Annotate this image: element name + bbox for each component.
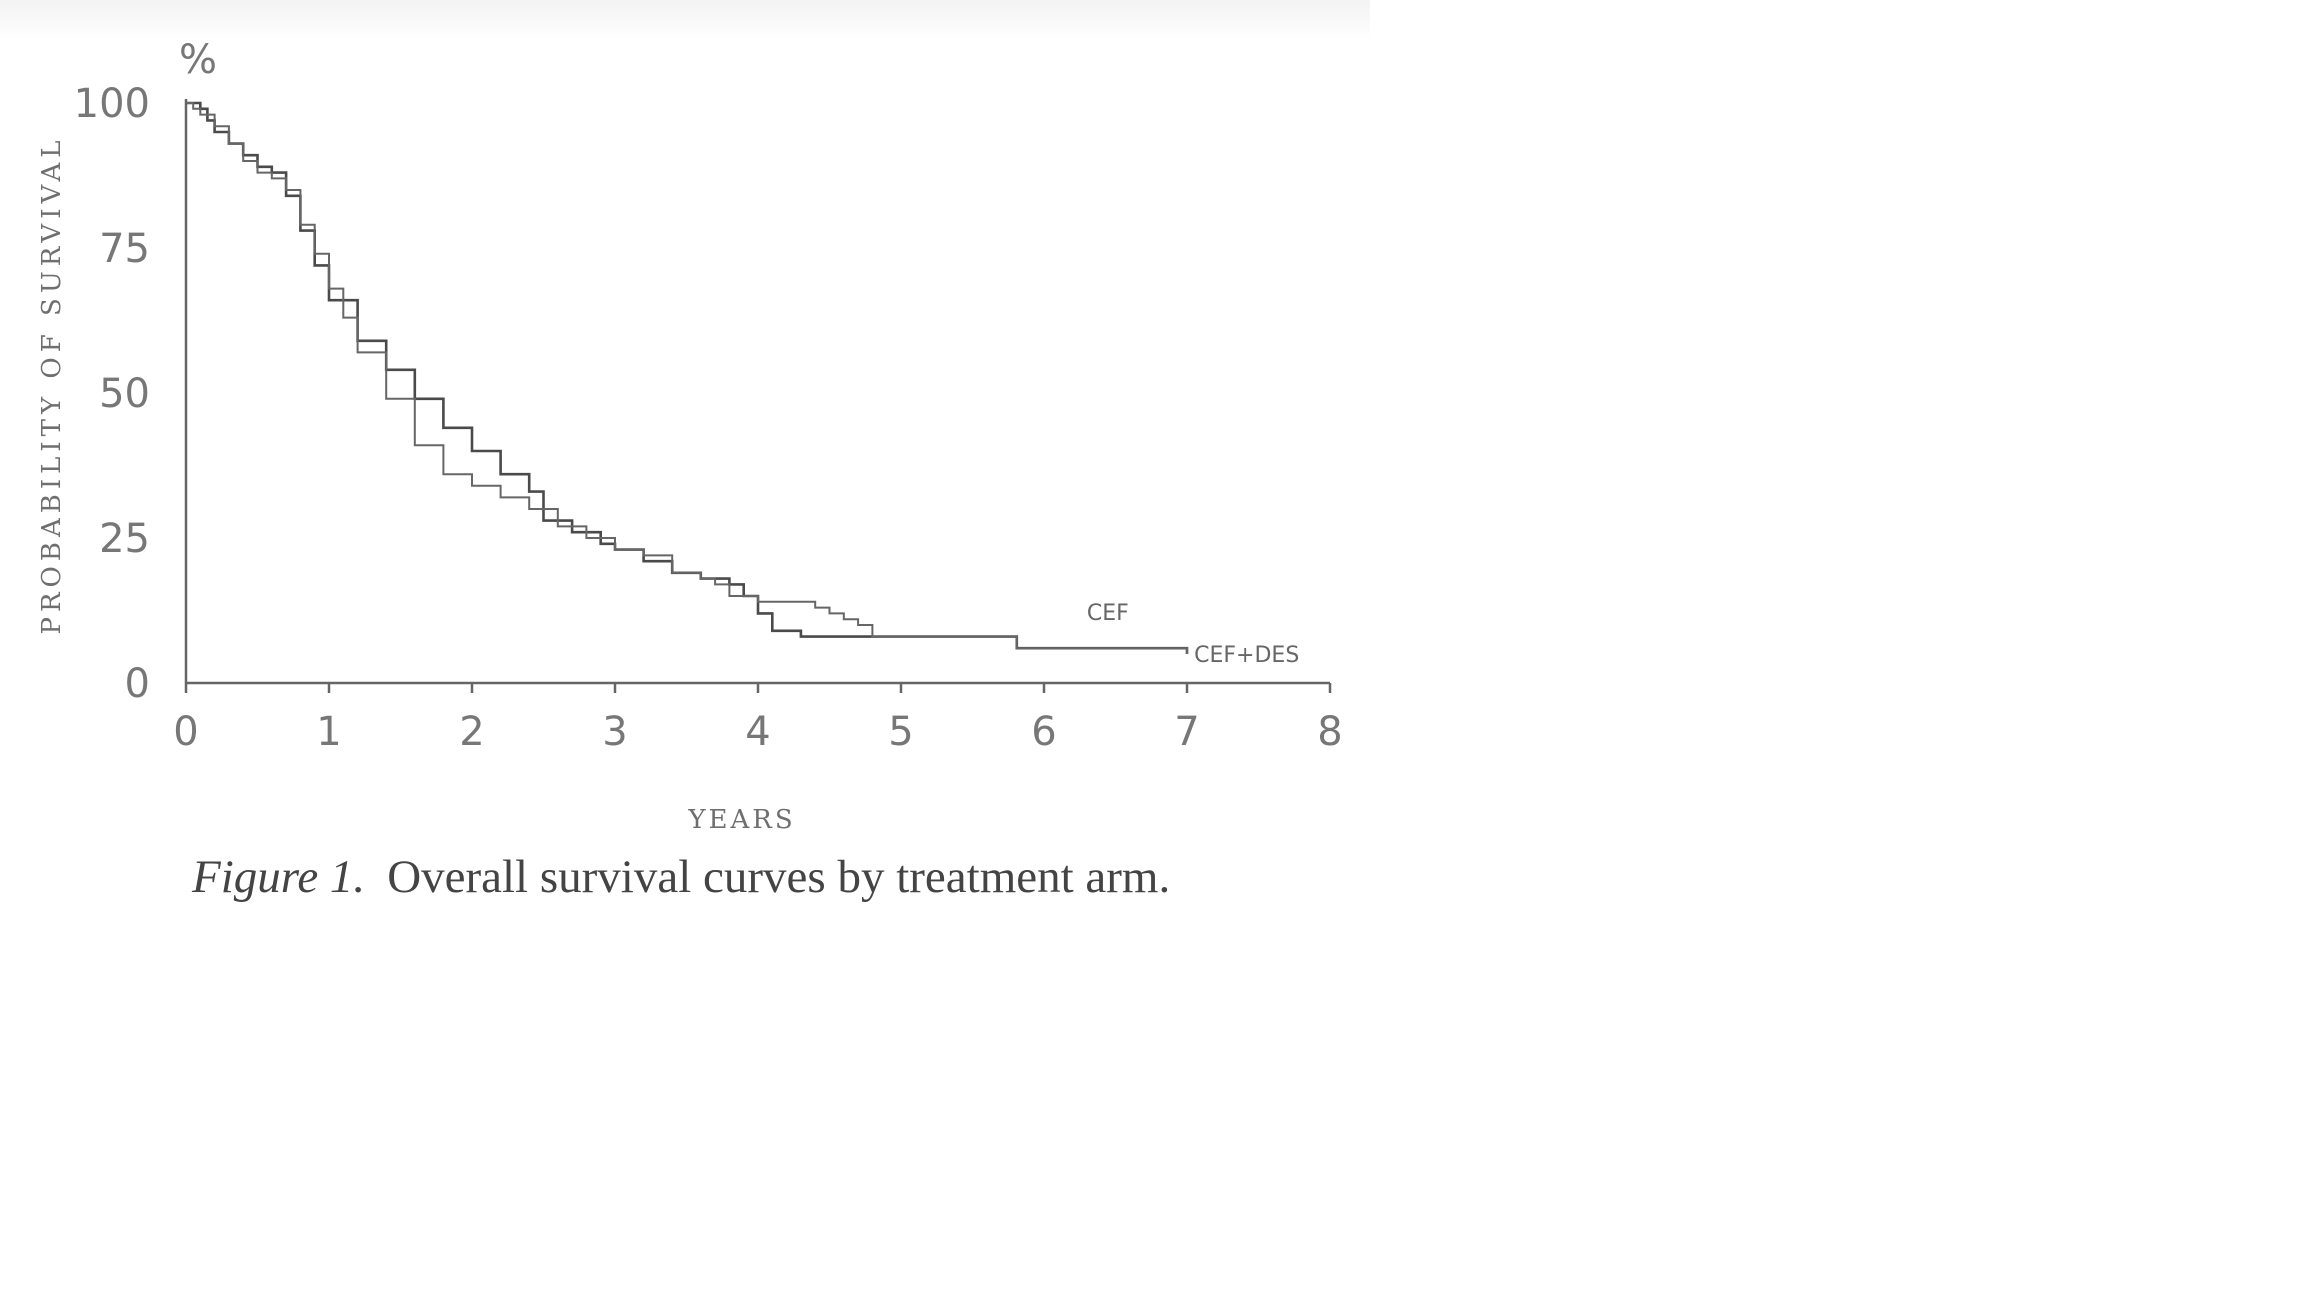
y-tick-label: 100 [74,81,150,127]
series-label-cef: CEF [1087,601,1129,626]
y-unit-label: % [179,37,217,83]
x-tick-label: 2 [459,709,484,755]
caption-text: Overall survival curves by treatment arm… [387,851,1171,903]
tick-labels: 0 1 2 3 4 5 6 7 8 0 25 50 75 100% YEARS [74,37,1343,835]
y-axis-title: PROBABILITY OF SURVIVAL [37,135,67,634]
x-tick-label: 7 [1174,709,1199,755]
axes [184,99,1332,693]
x-tick-label: 1 [316,709,341,755]
x-tick-label: 4 [745,709,770,755]
x-tick-label: 5 [888,709,913,755]
figure-number: Figure 1. [192,851,366,903]
survival-curves [186,101,1189,654]
x-tick-label: 8 [1317,709,1342,755]
series-line-cef-des [186,102,1188,654]
y-tick-label: 50 [99,371,150,417]
x-tick-label: 6 [1031,709,1056,755]
x-tick-label: 0 [173,709,198,755]
x-axis-title: YEARS [687,805,795,835]
y-tick-label: 25 [99,516,150,562]
x-tick-label: 3 [602,709,627,755]
series-labels: CEF CEF+DES [1087,601,1299,668]
figure-caption: Figure 1. Overall survival curves by trea… [192,850,1170,904]
y-axis-title-group: PROBABILITY OF SURVIVAL [37,135,67,634]
y-tick-label: 75 [99,226,150,272]
top-shading [0,0,1370,42]
series-line-cef [186,101,1189,654]
y-tick-label: 0 [125,661,150,707]
series-label-cef-des: CEF+DES [1194,643,1299,668]
